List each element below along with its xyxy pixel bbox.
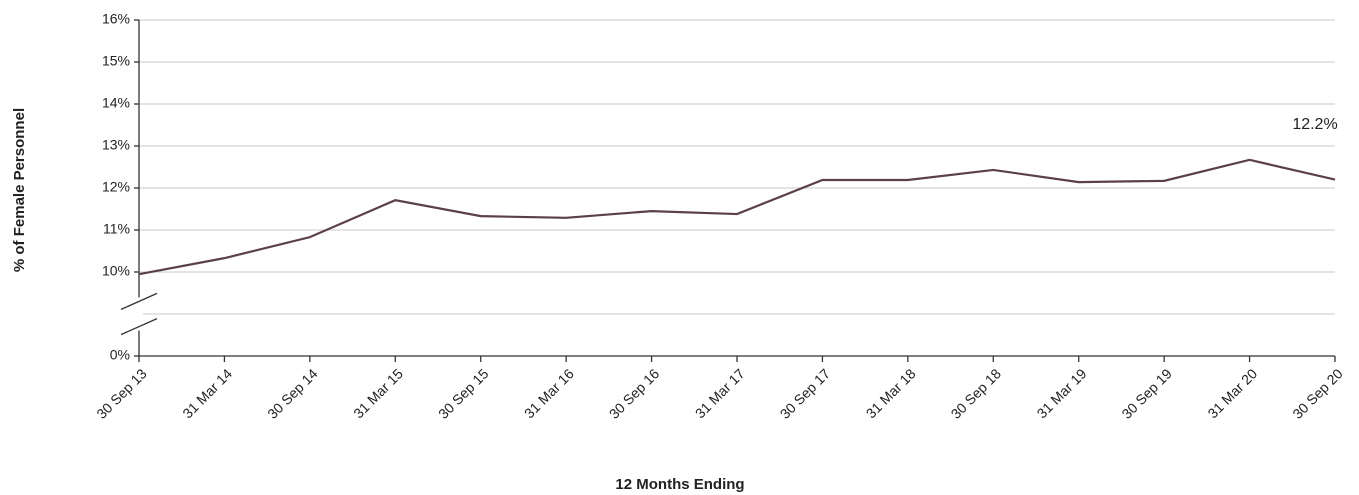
data-label: 12.2%	[1292, 116, 1337, 133]
x-tick-label: 31 Mar 16	[521, 365, 577, 421]
axis-break-gap	[135, 297, 143, 331]
x-tick-label: 31 Mar 20	[1204, 365, 1260, 421]
y-tick-label: 14%	[102, 95, 130, 111]
x-tick-label: 30 Sep 18	[948, 365, 1005, 422]
x-axis-title: 12 Months Ending	[615, 476, 744, 493]
axis-break-mark	[120, 318, 158, 336]
y-tick-label: 13%	[102, 137, 130, 153]
y-axis-title: % of Female Personnel	[11, 108, 28, 272]
x-tick-label: 30 Sep 16	[606, 365, 663, 422]
x-tick-label: 31 Mar 19	[1034, 365, 1090, 421]
x-tick-label: 30 Sep 20	[1289, 365, 1346, 422]
axis-break-mark	[120, 292, 158, 310]
x-tick-label: 30 Sep 15	[435, 365, 492, 422]
x-tick-label: 31 Mar 15	[350, 365, 406, 421]
x-tick-label: 31 Mar 18	[863, 365, 919, 421]
y-tick-label: 16%	[102, 11, 130, 27]
y-tick-label: 0%	[110, 347, 130, 363]
data-line	[138, 158, 1336, 276]
y-tick-label: 11%	[103, 221, 130, 237]
y-tick-label: 10%	[102, 263, 130, 279]
x-tick-label: 31 Mar 17	[692, 365, 748, 421]
x-tick-label: 30 Sep 19	[1118, 365, 1175, 422]
y-tick-label: 12%	[102, 179, 130, 195]
x-tick-label: 30 Sep 17	[777, 365, 834, 422]
y-tick-label: 15%	[102, 53, 130, 69]
x-tick-label: 31 Mar 14	[179, 365, 235, 421]
x-tick-label: 30 Sep 14	[264, 365, 321, 422]
x-tick-label: 30 Sep 13	[93, 365, 150, 422]
